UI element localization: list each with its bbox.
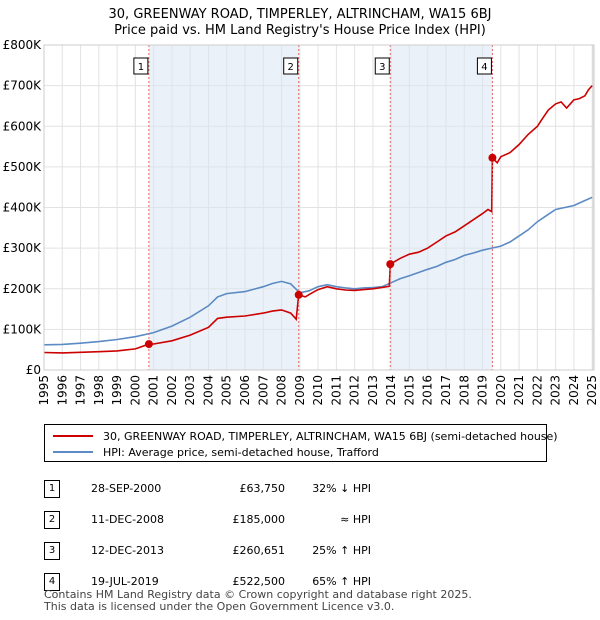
shaded-periods	[148, 45, 594, 370]
sale-price: £63,750	[239, 482, 286, 495]
shaded-period	[390, 45, 493, 370]
x-tick-label: 1998	[92, 375, 106, 406]
chart-title: 30, GREENWAY ROAD, TIMPERLEY, ALTRINCHAM…	[109, 7, 492, 22]
sale-point	[144, 340, 153, 349]
x-tick-label: 2004	[201, 375, 215, 406]
x-tick-label: 2009	[293, 375, 307, 406]
copyright-footer: Contains HM Land Registry data © Crown c…	[44, 589, 472, 613]
y-tick-label: £300K	[3, 241, 43, 255]
table-row: 4 19-JUL-2019 £522,500 65% ↑ HPI	[44, 566, 371, 597]
table-row: 3 12-DEC-2013 £260,651 25% ↑ HPI	[44, 535, 371, 566]
x-tick-label: 2020	[494, 375, 508, 406]
x-tick-label: 2002	[165, 375, 179, 406]
x-tick-label: 2015	[402, 375, 416, 406]
x-tick-label: 2022	[530, 375, 544, 406]
table-row: 1 28-SEP-2000 £63,750 32% ↓ HPI	[44, 473, 371, 504]
table-row: 2 11-DEC-2008 £185,000 ≈ HPI	[44, 504, 371, 535]
sale-markers: 1 2 3 4	[133, 45, 497, 370]
shaded-period	[148, 45, 299, 370]
y-tick-label: £100K	[3, 322, 43, 336]
axes: £0 £100K £200K £300K £400K £500K £600K £700K £80…	[3, 38, 600, 406]
sale-number-label: 2	[288, 62, 294, 73]
series-lines	[43, 85, 593, 354]
sale-hpi-comparison: 25% ↑ HPI	[312, 544, 371, 557]
x-tick-label: 2016	[421, 375, 435, 406]
y-tick-label: £200K	[3, 282, 43, 296]
x-tick-label: 2006	[238, 375, 252, 406]
sale-date: 12-DEC-2013	[91, 544, 165, 557]
property-price-line	[43, 85, 593, 354]
sale-number-box	[476, 57, 492, 75]
x-tick-label: 2000	[128, 375, 142, 406]
sale-number-label: 4	[481, 62, 487, 73]
footer-line-1: Contains HM Land Registry data © Crown c…	[44, 588, 472, 601]
x-tick-label: 2019	[476, 375, 490, 406]
legend-item-hpi: HPI: Average price, semi-detached house,…	[53, 444, 379, 460]
sale-number-box	[374, 57, 390, 75]
marker-number-badge: 2	[44, 510, 60, 529]
y-tick-label: £400K	[3, 201, 43, 215]
sale-hpi-comparison: 65% ↑ HPI	[312, 575, 371, 588]
x-tick-label: 2008	[275, 375, 289, 406]
marker-number-badge: 4	[44, 572, 60, 591]
sale-date: 28-SEP-2000	[91, 482, 162, 495]
x-tick-label: 2023	[549, 375, 563, 406]
sale-point	[294, 290, 303, 299]
sale-hpi-comparison: 32% ↓ HPI	[312, 482, 371, 495]
sale-number-label: 3	[379, 62, 385, 73]
sale-price: £185,000	[232, 513, 286, 526]
legend-swatch-property	[53, 435, 93, 437]
marker-number-badge: 1	[44, 479, 60, 498]
x-tick-label: 2007	[256, 375, 270, 406]
sale-number-box	[283, 57, 299, 75]
sale-hpi-comparison: ≈ HPI	[340, 513, 371, 526]
plot-border	[43, 44, 595, 371]
sale-point	[488, 153, 497, 162]
marker-number-badge: 3	[44, 541, 60, 560]
x-tick-label: 1997	[74, 375, 88, 406]
sale-number-box	[133, 57, 149, 75]
hpi-line	[43, 196, 593, 346]
x-tick-label: 2014	[384, 375, 398, 406]
sale-point	[386, 260, 395, 269]
legend-swatch-hpi	[53, 451, 93, 453]
sale-date: 11-DEC-2008	[91, 513, 165, 526]
x-tick-label: 2003	[183, 375, 197, 406]
x-tick-label: 2010	[311, 375, 325, 406]
x-tick-label: 2017	[439, 375, 453, 406]
y-tick-label: £0	[26, 363, 41, 377]
x-tick-label: 2012	[348, 375, 362, 406]
x-tick-label: 1996	[55, 375, 69, 406]
y-tick-label: £700K	[3, 79, 43, 93]
legend-label-property: 30, GREENWAY ROAD, TIMPERLEY, ALTRINCHAM…	[103, 429, 558, 443]
chart-subtitle: Price paid vs. HM Land Registry's House …	[114, 23, 486, 38]
y-tick-label: £800K	[3, 38, 43, 52]
y-tick-label: £600K	[3, 119, 43, 133]
sale-number-label: 1	[138, 62, 144, 73]
sale-price: £522,500	[232, 575, 286, 588]
price-chart: 30, GREENWAY ROAD, TIMPERLEY, ALTRINCHAM…	[3, 7, 600, 406]
x-tick-label: 2005	[220, 375, 234, 406]
y-tick-label: £500K	[3, 160, 43, 174]
x-tick-label: 2013	[366, 375, 380, 406]
chart-legend: 30, GREENWAY ROAD, TIMPERLEY, ALTRINCHAM…	[44, 424, 558, 462]
x-tick-label: 2021	[512, 375, 526, 406]
legend-label-hpi: HPI: Average price, semi-detached house,…	[103, 445, 379, 459]
x-tick-label: 2001	[147, 375, 161, 406]
x-tick-label: 2011	[329, 375, 343, 406]
sale-price: £260,651	[232, 544, 286, 557]
sale-date: 19-JUL-2019	[91, 575, 159, 588]
x-tick-label: 1995	[37, 375, 51, 406]
x-tick-label: 2025	[585, 375, 599, 406]
transactions-table: 1 28-SEP-2000 £63,750 32% ↓ HPI 2 11-DEC…	[44, 473, 371, 597]
x-tick-label: 2018	[457, 375, 471, 406]
footer-line-2: This data is licensed under the Open Gov…	[44, 600, 395, 613]
x-tick-label: 2024	[567, 375, 581, 406]
legend-item-property: 30, GREENWAY ROAD, TIMPERLEY, ALTRINCHAM…	[53, 428, 558, 444]
x-tick-label: 1999	[110, 375, 124, 406]
forecast-hatch	[592, 45, 594, 370]
